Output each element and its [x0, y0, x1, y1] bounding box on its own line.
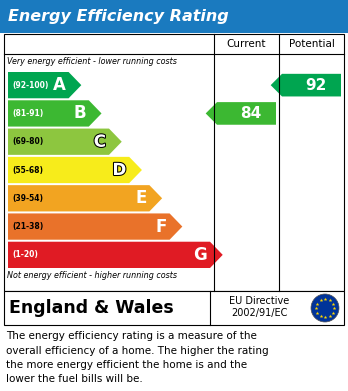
Bar [4, 34, 344, 291]
Text: (39-54): (39-54) [12, 194, 43, 203]
Text: D: D [112, 161, 126, 179]
Text: G: G [193, 246, 207, 264]
Text: F: F [155, 217, 167, 235]
Text: (1-20): (1-20) [12, 250, 38, 259]
Text: (21-38): (21-38) [12, 222, 43, 231]
Polygon shape [206, 102, 276, 125]
Text: Potential: Potential [288, 39, 334, 49]
Polygon shape [8, 242, 223, 268]
Text: The energy efficiency rating is a measure of the: The energy efficiency rating is a measur… [6, 331, 257, 341]
Text: Very energy efficient - lower running costs: Very energy efficient - lower running co… [7, 57, 177, 66]
Polygon shape [8, 129, 122, 155]
Text: Current: Current [227, 39, 266, 49]
Polygon shape [271, 74, 341, 97]
Text: lower the fuel bills will be.: lower the fuel bills will be. [6, 375, 143, 384]
Polygon shape [8, 100, 102, 127]
Text: 2002/91/EC: 2002/91/EC [231, 308, 287, 318]
Text: E: E [135, 189, 147, 207]
Text: 92: 92 [305, 78, 326, 93]
Text: A: A [53, 76, 66, 94]
Text: Energy Efficiency Rating: Energy Efficiency Rating [8, 9, 229, 24]
Text: (81-91): (81-91) [12, 109, 43, 118]
Bar [0, 0, 348, 33]
Text: (69-80): (69-80) [12, 137, 43, 146]
Text: C: C [94, 133, 106, 151]
Text: (92-100): (92-100) [12, 81, 48, 90]
Polygon shape [8, 157, 142, 183]
Bar [4, 291, 344, 325]
Text: Not energy efficient - higher running costs: Not energy efficient - higher running co… [7, 271, 177, 280]
Text: 84: 84 [240, 106, 261, 121]
Polygon shape [8, 72, 81, 98]
Polygon shape [8, 213, 182, 240]
Text: B: B [73, 104, 86, 122]
Text: England & Wales: England & Wales [9, 299, 174, 317]
Polygon shape [8, 185, 162, 212]
Circle shape [311, 294, 339, 322]
Text: (55-68): (55-68) [12, 165, 43, 174]
Text: overall efficiency of a home. The higher the rating: overall efficiency of a home. The higher… [6, 346, 269, 355]
Text: the more energy efficient the home is and the: the more energy efficient the home is an… [6, 360, 247, 370]
Text: EU Directive: EU Directive [229, 296, 289, 306]
